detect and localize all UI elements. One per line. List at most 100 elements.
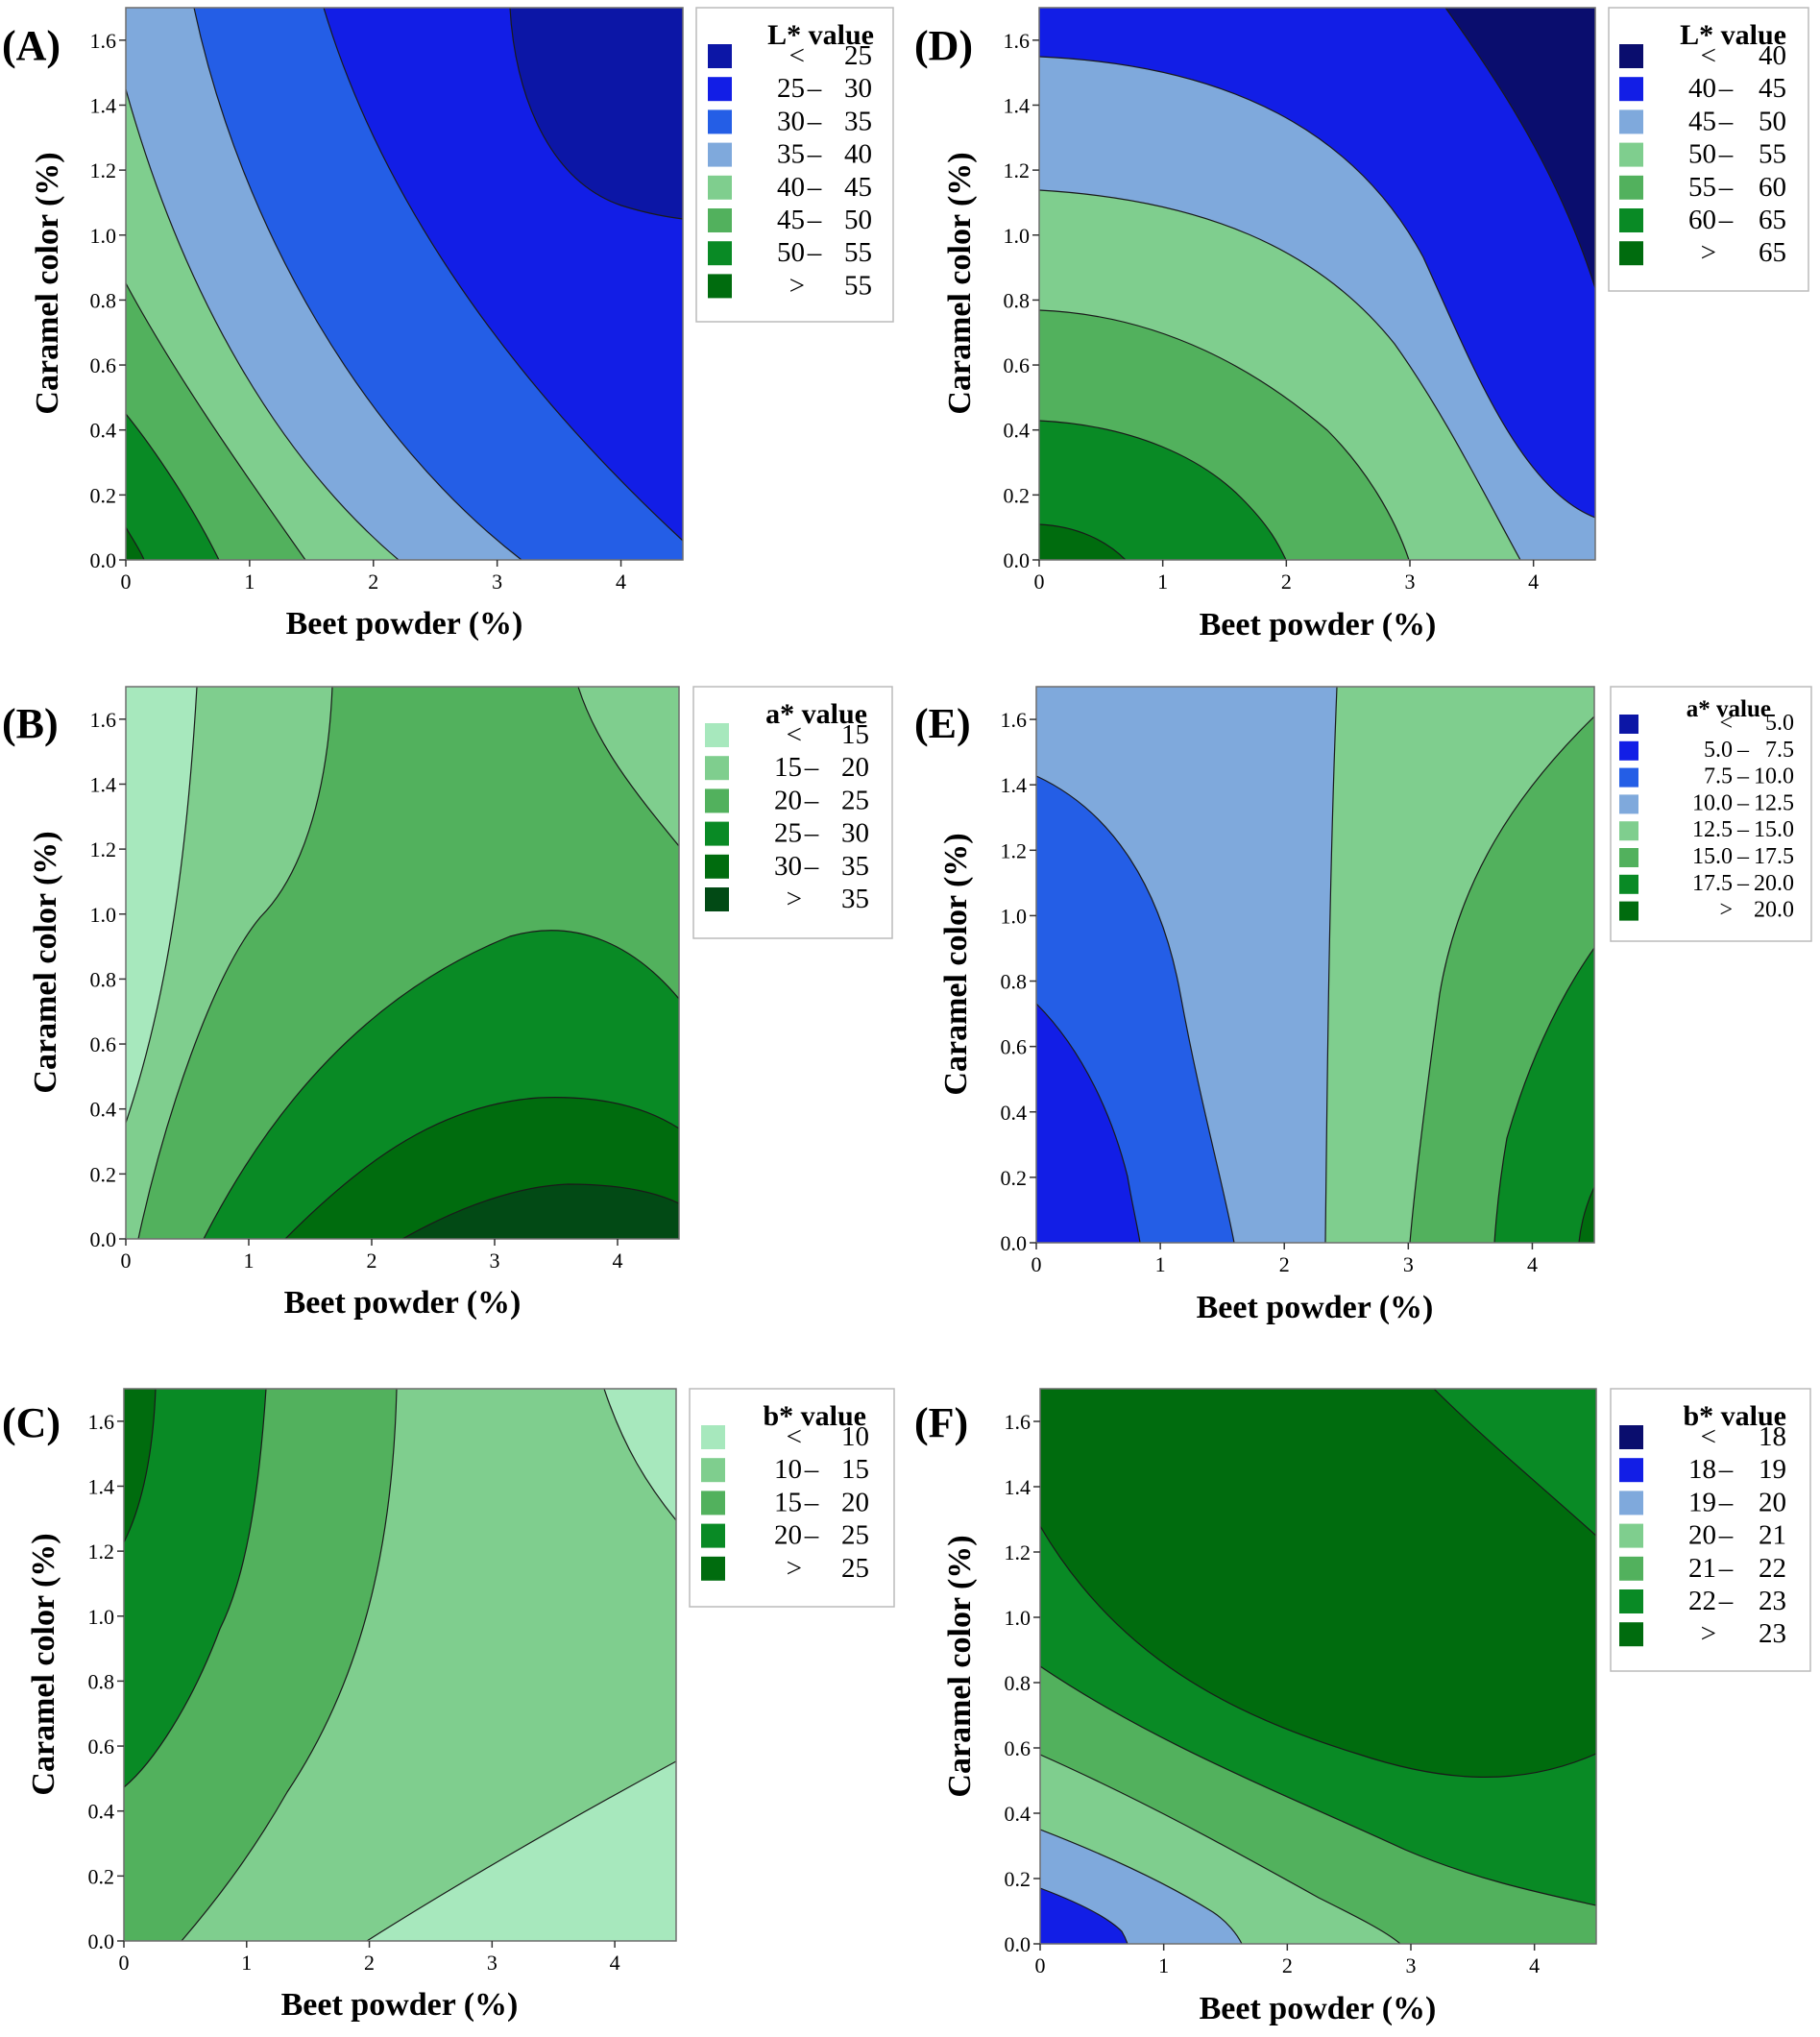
legend-range-dash: – bbox=[1718, 139, 1734, 170]
legend-entry: 55–60 bbox=[1619, 172, 1786, 203]
panel-f-tag: (F) bbox=[914, 1399, 968, 1446]
contour-a-25 bbox=[509, 8, 683, 220]
contour-b-20-right bbox=[577, 687, 679, 847]
x-tick-label: 4 bbox=[1527, 1252, 1538, 1276]
y-tick-label: 0.6 bbox=[90, 1032, 117, 1056]
contour-a-55 bbox=[126, 526, 145, 560]
legend-entry: <25 bbox=[708, 40, 872, 71]
contour-e-10 bbox=[1036, 775, 1235, 1243]
ylabel-a: Caramel color (%) bbox=[30, 152, 65, 414]
legend-range-dash: – bbox=[1736, 738, 1750, 763]
legend-entry: 50–55 bbox=[1619, 139, 1786, 170]
legend-entry: 12.5–15.0 bbox=[1619, 817, 1794, 842]
x-tick-label: 1 bbox=[1158, 1953, 1169, 1977]
ylabel-e: Caramel color (%) bbox=[938, 833, 974, 1095]
legend-range-high: 40 bbox=[844, 139, 872, 170]
legend-swatch bbox=[1619, 175, 1643, 200]
ylabel-f: Caramel color (%) bbox=[942, 1535, 978, 1797]
legend-range-high: 25 bbox=[844, 40, 872, 71]
legend-range-low: 22 bbox=[1688, 1586, 1716, 1616]
legend-entry: >20.0 bbox=[1619, 898, 1794, 923]
x-tick-label: 1 bbox=[1157, 570, 1168, 594]
x-tick-label: 0 bbox=[119, 1951, 130, 1975]
contour-e-20 bbox=[1578, 1186, 1594, 1243]
legend-swatch bbox=[1619, 1425, 1643, 1449]
legend-swatch bbox=[1619, 1589, 1643, 1613]
legend-range-low: > bbox=[1719, 898, 1733, 923]
legend-swatch bbox=[1619, 767, 1638, 788]
x-tick-label: 3 bbox=[1406, 1953, 1417, 1977]
legend-range-dash: – bbox=[807, 172, 822, 203]
contour-d-60 bbox=[1039, 420, 1287, 560]
legend-swatch bbox=[1619, 821, 1638, 841]
legend-e: a* value <5.05.0–7.57.5–10.010.0–12.512.… bbox=[1610, 686, 1812, 942]
legend-range-high: 50 bbox=[1759, 106, 1786, 136]
xlabel-f: Beet powder (%) bbox=[1200, 1991, 1437, 2026]
legend-entry: 7.5–10.0 bbox=[1619, 764, 1794, 789]
x-tick-label: 1 bbox=[244, 1249, 255, 1273]
legend-swatch bbox=[701, 1491, 725, 1516]
legend-entry: 18–19 bbox=[1619, 1454, 1786, 1485]
legend-range-low: 20 bbox=[1688, 1520, 1716, 1551]
contour-a-30 bbox=[323, 8, 683, 542]
xlabel-c: Beet powder (%) bbox=[281, 1987, 519, 2023]
panel-b-plot bbox=[125, 686, 680, 1240]
legend-swatch bbox=[1619, 1556, 1643, 1581]
y-tick-label: 1.4 bbox=[1005, 1475, 1031, 1499]
legend-range-low: 40 bbox=[777, 172, 805, 203]
y-tick-label: 0.2 bbox=[1004, 483, 1031, 507]
legend-entry: <18 bbox=[1619, 1421, 1786, 1452]
legend-swatch bbox=[708, 208, 732, 232]
contour-e-12-5 bbox=[1324, 687, 1338, 1243]
legend-range-low: < bbox=[787, 1421, 802, 1452]
plot-frame-e bbox=[1035, 686, 1595, 1244]
x-tick-label: 4 bbox=[616, 570, 626, 594]
legend-range-low: 50 bbox=[777, 237, 805, 268]
x-tick-label: 0 bbox=[1035, 1953, 1046, 1977]
contour-c-25 bbox=[124, 1389, 157, 1543]
legend-range-low: 55 bbox=[1688, 172, 1716, 203]
legend-c-title: b* value bbox=[763, 1400, 866, 1432]
x-tick-label: 2 bbox=[1279, 1252, 1290, 1276]
region-e-17-5-20 bbox=[1494, 948, 1594, 1243]
legend-entry: 40–45 bbox=[1619, 73, 1786, 104]
x-tick-label: 4 bbox=[610, 1951, 620, 1975]
x-tick-label: 3 bbox=[492, 570, 502, 594]
y-tick-label: 1.0 bbox=[1005, 1606, 1031, 1630]
y-tick-label: 0.4 bbox=[90, 419, 117, 443]
x-tick-label: 4 bbox=[1529, 1953, 1540, 1977]
region-b-lt15 bbox=[126, 687, 197, 1123]
panel-a-plot bbox=[125, 7, 684, 561]
legend-entry: 15–20 bbox=[701, 1487, 869, 1517]
legend-range-high: 22 bbox=[1759, 1553, 1786, 1584]
xlabel-b: Beet powder (%) bbox=[284, 1285, 522, 1321]
y-tick-label: 0.4 bbox=[1001, 1101, 1028, 1125]
xlabel-e: Beet powder (%) bbox=[1197, 1290, 1434, 1325]
legend-swatch bbox=[705, 756, 729, 781]
contour-f-22 bbox=[1040, 1665, 1596, 1906]
y-tick-label: 1.2 bbox=[90, 158, 117, 182]
y-tick-label: 1.6 bbox=[1005, 1410, 1031, 1434]
legend-range-dash: – bbox=[804, 752, 819, 783]
panel-f: (F) 0 1 2 3 40.00.20.4 bbox=[914, 1388, 1811, 2026]
legend-range-high: 65 bbox=[1759, 205, 1786, 235]
y-tick-label: 1.6 bbox=[90, 29, 117, 53]
contour-c-10-top bbox=[603, 1389, 676, 1521]
legend-range-high: 35 bbox=[841, 884, 869, 914]
legend-entry: <5.0 bbox=[1619, 711, 1794, 736]
legend-range-low: 45 bbox=[777, 205, 805, 235]
contour-f-23 bbox=[1040, 1525, 1596, 1779]
x-tick-label: 2 bbox=[1281, 570, 1292, 594]
y-tick-label: 1.4 bbox=[90, 772, 117, 796]
legend-f-box bbox=[1610, 1388, 1811, 1672]
legend-entry: 45–50 bbox=[1619, 106, 1786, 136]
legend-range-high: 55 bbox=[1759, 139, 1786, 170]
legend-range-low: 50 bbox=[1688, 139, 1716, 170]
region-b-15-20-right bbox=[578, 687, 679, 846]
legend-entry: 50–55 bbox=[708, 237, 872, 268]
legend-swatch bbox=[1619, 241, 1643, 266]
legend-swatch bbox=[708, 241, 732, 266]
